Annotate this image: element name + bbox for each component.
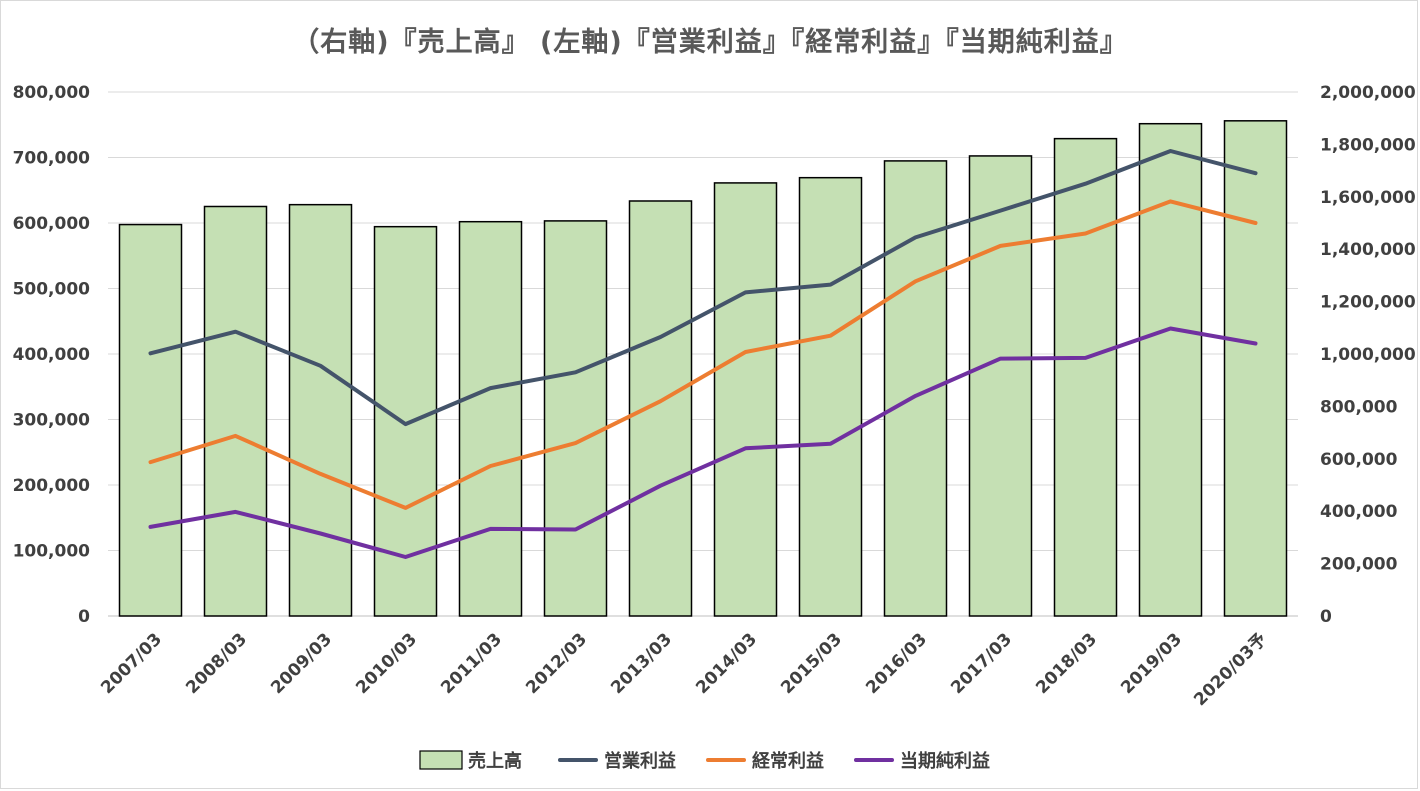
bar <box>1138 122 1203 617</box>
right-tick-label: 1,000,000 <box>1320 345 1416 365</box>
left-tick-label: 600,000 <box>13 214 91 234</box>
left-tick-label: 300,000 <box>13 411 91 431</box>
bar <box>203 205 268 617</box>
bar <box>1053 137 1118 617</box>
bar <box>288 203 353 617</box>
x-tick-label: 2013/03 <box>607 629 676 698</box>
left-tick-label: 500,000 <box>13 280 91 300</box>
bar-series-sales <box>118 120 1288 617</box>
right-tick-label: 400,000 <box>1320 502 1398 522</box>
x-tick-label: 2019/03 <box>1117 629 1186 698</box>
left-tick-label: 700,000 <box>13 149 91 169</box>
line-series-group <box>148 149 1258 559</box>
x-tick-label: 2007/03 <box>97 629 166 698</box>
left-axis: 0 100,000 200,000 300,000 400,000 500,000 600,… <box>13 83 91 627</box>
right-tick-label: 1,400,000 <box>1320 240 1416 260</box>
x-tick-label: 2020/03予 <box>1190 629 1271 710</box>
right-tick-label: 2,000,000 <box>1320 83 1416 103</box>
series-line <box>148 199 1258 510</box>
bar <box>968 155 1033 617</box>
x-tick-label: 2016/03 <box>862 629 931 698</box>
series-line <box>148 326 1258 559</box>
left-tick-label: 0 <box>78 607 90 627</box>
bar <box>713 182 778 617</box>
bar <box>458 220 523 617</box>
right-tick-label: 1,200,000 <box>1320 293 1416 313</box>
x-tick-label: 2008/03 <box>182 629 251 698</box>
legend: 売上高 営業利益 経常利益 当期純利益 <box>419 750 990 772</box>
x-tick-label: 2011/03 <box>437 629 506 698</box>
x-tick-label: 2009/03 <box>267 629 336 698</box>
right-axis: 0 200,000 400,000 600,000 800,000 1,000,000 1,… <box>1320 83 1416 627</box>
x-tick-label: 2012/03 <box>522 629 591 698</box>
left-tick-label: 400,000 <box>13 345 91 365</box>
x-axis: 2007/03 2008/03 2009/03 2010/03 2011/03 2012/… <box>97 629 1271 710</box>
x-tick-label: 2014/03 <box>692 629 761 698</box>
bar <box>543 220 608 617</box>
x-tick-label: 2015/03 <box>777 629 846 698</box>
right-tick-label: 1,800,000 <box>1320 135 1416 155</box>
right-tick-label: 600,000 <box>1320 450 1398 470</box>
bar <box>628 200 693 617</box>
legend-swatch <box>419 750 463 770</box>
chart-title: （右軸)『売上高』 (左軸)『営業利益』『経常利益』『当期純利益』 <box>292 27 1128 58</box>
x-tick-label: 2010/03 <box>352 629 421 698</box>
legend-label: 当期純利益 <box>900 750 990 772</box>
right-tick-label: 0 <box>1320 607 1332 627</box>
legend-label: 営業利益 <box>604 750 676 772</box>
legend-label: 売上高 <box>468 750 522 772</box>
right-tick-label: 1,600,000 <box>1320 188 1416 208</box>
x-tick-label: 2017/03 <box>947 629 1016 698</box>
legend-label: 経常利益 <box>752 750 824 772</box>
left-tick-label: 800,000 <box>13 83 91 103</box>
bar <box>798 176 863 617</box>
left-tick-label: 100,000 <box>13 542 91 562</box>
series-line <box>148 149 1258 427</box>
bar <box>1223 120 1288 617</box>
right-tick-label: 200,000 <box>1320 555 1398 575</box>
bar <box>118 223 183 617</box>
right-tick-label: 800,000 <box>1320 397 1398 417</box>
x-tick-label: 2018/03 <box>1032 629 1101 698</box>
left-tick-label: 200,000 <box>13 476 91 496</box>
